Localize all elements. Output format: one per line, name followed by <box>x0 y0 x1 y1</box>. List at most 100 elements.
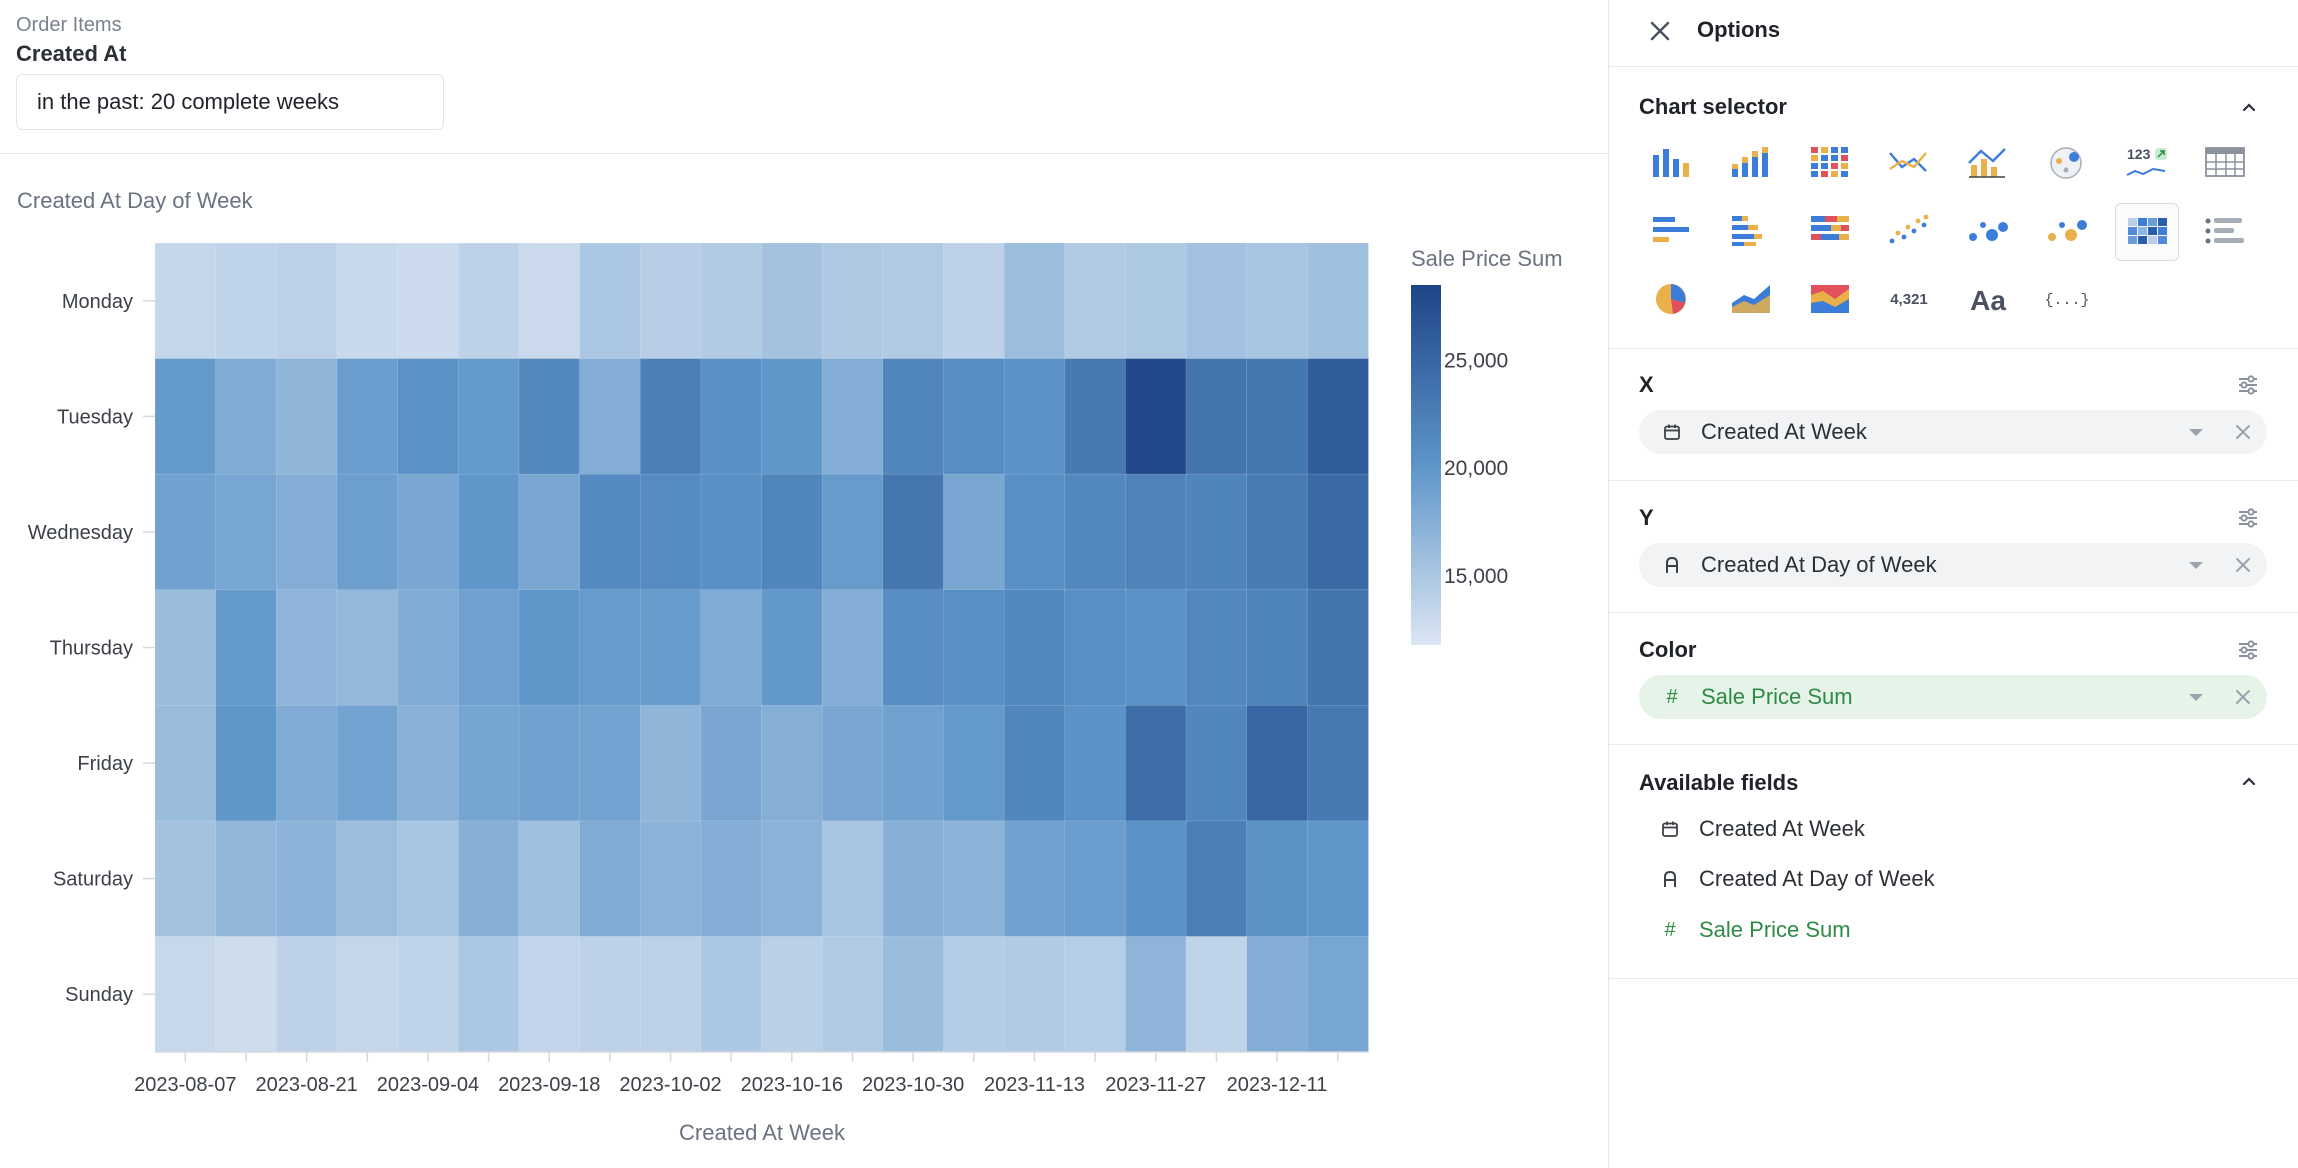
x-tick-label: 2023-09-18 <box>498 1074 600 1096</box>
heatmap-cell <box>700 704 763 822</box>
area-chart-icon[interactable] <box>1720 271 1782 327</box>
x-field-select[interactable]: Created At Week <box>1639 410 2267 454</box>
options-panel: Options Chart selector 123 4,321 Aa {...} X… <box>1608 0 2298 1168</box>
heatmap-cell <box>579 473 641 591</box>
heatmap-cell <box>457 242 520 360</box>
heatmap-cell <box>761 589 823 707</box>
heatmap-cell <box>397 358 460 475</box>
stacked-100-bar-chart-icon[interactable] <box>1799 135 1861 191</box>
y-tick-label: Tuesday <box>57 406 133 428</box>
sliders-icon[interactable] <box>2236 506 2260 530</box>
svg-text:4,321: 4,321 <box>1890 291 1928 308</box>
bar-line-combo-chart-icon[interactable] <box>1957 135 2019 191</box>
heatmap-cell <box>882 704 945 822</box>
heatmap-cell <box>700 358 763 475</box>
x-tick-label: 2023-08-21 <box>255 1074 357 1096</box>
heatmap-cell <box>275 820 338 938</box>
y-tick-label: Monday <box>62 291 133 313</box>
chevron-down-icon[interactable] <box>2189 429 2203 436</box>
y-tick-label: Saturday <box>53 869 133 891</box>
kpi-trend-icon[interactable]: 123 <box>2115 135 2177 191</box>
pie-chart-icon[interactable] <box>1641 271 1703 327</box>
remove-icon[interactable] <box>2233 687 2253 707</box>
heatmap-cell <box>1125 704 1187 822</box>
heatmap-cell <box>639 242 702 360</box>
stacked-bar-chart-icon[interactable] <box>1720 135 1782 191</box>
heatmap-cell <box>1246 936 1309 1053</box>
heatmap-cell <box>336 473 399 591</box>
x-tick-label: 2023-12-11 <box>1227 1074 1328 1096</box>
heatmap-cell <box>700 936 763 1053</box>
options-title: Options <box>1697 17 1781 42</box>
scatter-chart-icon[interactable] <box>1878 203 1940 259</box>
heatmap-cell <box>1064 242 1127 360</box>
heatmap-cell <box>154 820 217 938</box>
heatmap-cell <box>882 589 945 707</box>
heatmap-cell <box>1003 589 1066 707</box>
remove-icon[interactable] <box>2233 555 2253 575</box>
x-tick-label: 2023-10-30 <box>862 1074 964 1096</box>
map-chart-icon[interactable] <box>2036 135 2098 191</box>
heatmap-cell <box>518 358 581 475</box>
heatmap-cell <box>215 820 278 938</box>
heatmap-cell <box>700 473 763 591</box>
heatmap-cell <box>943 473 1005 591</box>
heatmap-cell <box>275 589 338 707</box>
sliders-icon[interactable] <box>2236 638 2260 662</box>
heatmap-cell <box>1185 589 1248 707</box>
heatmap-cell <box>639 358 702 475</box>
heatmap-cell <box>215 473 278 591</box>
bubble-chart-icon[interactable] <box>1957 203 2019 259</box>
list-chart-icon[interactable] <box>2194 203 2256 259</box>
divider <box>1609 744 2298 745</box>
y-field-select[interactable]: Created At Day of Week <box>1639 543 2267 587</box>
color-field-select[interactable]: # Sale Price Sum <box>1639 675 2267 719</box>
available-field-item[interactable]: Created At Week <box>1659 816 1865 842</box>
date-filter-input[interactable]: in the past: 20 complete weeks <box>16 74 444 130</box>
heatmap-cell <box>579 589 641 707</box>
svg-text:123: 123 <box>2127 146 2151 162</box>
chevron-up-icon[interactable] <box>2240 772 2258 790</box>
heatmap-cell <box>215 242 278 360</box>
options-header: Options <box>1609 0 2298 67</box>
chevron-down-icon[interactable] <box>2189 694 2203 701</box>
horizontal-bar-chart-icon[interactable] <box>1641 203 1703 259</box>
chevron-up-icon[interactable] <box>2240 98 2258 116</box>
heatmap-chart-icon[interactable] <box>2115 203 2179 261</box>
colored-bubble-chart-icon[interactable] <box>2036 203 2098 259</box>
heatmap-cell <box>275 473 338 591</box>
heatmap-cell <box>639 704 702 822</box>
chevron-down-icon[interactable] <box>2189 562 2203 569</box>
stacked-area-chart-icon[interactable] <box>1799 271 1861 327</box>
chart-selector-title: Chart selector <box>1639 94 1787 119</box>
heatmap-cell <box>1246 820 1309 938</box>
available-fields-title: Available fields <box>1639 770 1799 795</box>
chart-area: Order Items Created At in the past: 20 c… <box>0 14 1608 1145</box>
heatmap-cell <box>943 589 1005 707</box>
remove-icon[interactable] <box>2233 422 2253 442</box>
horizontal-stacked-100-bar-chart-icon[interactable] <box>1799 203 1861 259</box>
heatmap-cell <box>518 820 581 938</box>
heatmap-cell <box>821 704 884 822</box>
heatmap-cell <box>1064 704 1127 822</box>
available-field-item[interactable]: Created At Day of Week <box>1659 866 1935 892</box>
heatmap-cell <box>1064 936 1127 1053</box>
heatmap-cell <box>1003 473 1066 591</box>
table-icon[interactable] <box>2194 135 2256 191</box>
sliders-icon[interactable] <box>2236 373 2260 397</box>
heatmap-cell <box>1307 358 1369 475</box>
available-field-item[interactable]: # Sale Price Sum <box>1659 917 1850 943</box>
heatmap-cell <box>1307 242 1369 360</box>
text-chart-icon[interactable]: Aa <box>1957 271 2019 327</box>
horizontal-stacked-bar-chart-icon[interactable] <box>1720 203 1782 259</box>
heatmap-cell <box>215 704 278 822</box>
heatmap-cell <box>579 820 641 938</box>
vertical-bar-chart-icon[interactable] <box>1641 135 1703 191</box>
calendar-icon <box>1659 820 1681 838</box>
close-icon[interactable] <box>1647 18 1673 44</box>
heatmap-cell <box>457 704 520 822</box>
line-chart-icon[interactable] <box>1878 135 1940 191</box>
number-chart-icon[interactable]: 4,321 <box>1878 271 1940 327</box>
color-field-label: Sale Price Sum <box>1701 684 1853 709</box>
json-chart-icon[interactable]: {...} <box>2036 271 2098 327</box>
